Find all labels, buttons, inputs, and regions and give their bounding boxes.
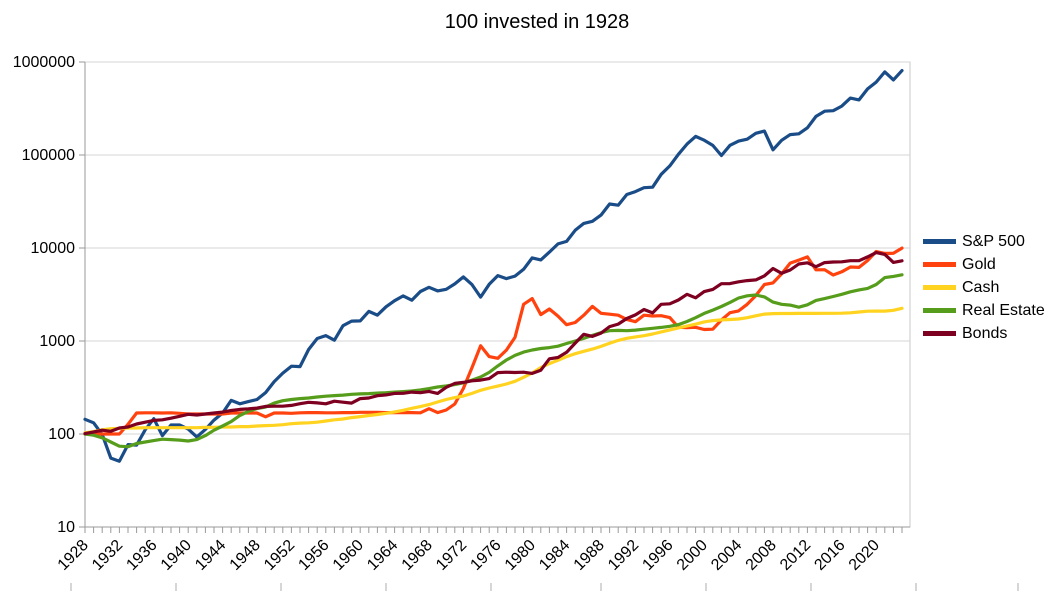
legend-item-real-estate: Real Estate: [923, 299, 1045, 322]
series-line-sp-500: [83, 68, 904, 463]
x-tick-label: 1992: [605, 537, 642, 574]
x-tick-label: 1996: [639, 537, 676, 574]
x-tick-label: 1952: [261, 537, 298, 574]
legend-item-bonds: Bonds: [923, 322, 1045, 345]
x-tick-label: 1972: [433, 537, 470, 574]
series-line-real-estate: [83, 273, 904, 449]
legend-label-gold: Gold: [962, 255, 996, 273]
series-line-gold: [83, 246, 904, 436]
x-tick-label: 1980: [502, 537, 539, 574]
x-tick-label: 1940: [158, 537, 195, 574]
legend-swatch-bonds: [923, 331, 956, 336]
x-tick-label: 2020: [846, 537, 883, 574]
legend-label-cash: Cash: [962, 278, 1000, 296]
x-tick-label: 2000: [674, 537, 711, 574]
y-tick-label: 10: [57, 519, 75, 536]
legend: S&P 500 Gold Cash Real Estate Bonds: [923, 230, 1045, 345]
legend-swatch-sp-500: [923, 239, 956, 244]
x-tick-label: 1964: [364, 537, 401, 574]
legend-label-bonds: Bonds: [962, 324, 1008, 342]
legend-item-cash: Cash: [923, 276, 1045, 299]
plot-border: [84, 61, 911, 528]
x-tick-label: 1944: [192, 537, 229, 574]
x-tick-label: 2008: [743, 537, 780, 574]
x-tick-label: 1936: [123, 537, 160, 574]
y-tick-label: 1000000: [13, 54, 75, 71]
legend-swatch-cash: [923, 285, 956, 290]
y-tick-label: 100: [48, 426, 75, 443]
chart-title: 100 invested in 1928: [444, 11, 630, 33]
series-line-bonds: [83, 251, 904, 436]
x-tick-label: 1984: [536, 537, 573, 574]
x-tick-label: 2016: [811, 537, 848, 574]
x-tick-label: 1976: [467, 537, 504, 574]
x-tick-label: 1928: [55, 537, 92, 574]
y-tick-label: 100000: [22, 147, 75, 164]
legend-swatch-real-estate: [923, 308, 956, 313]
y-tick-label: 10000: [31, 240, 76, 257]
legend-label-sp-500: S&P 500: [962, 232, 1025, 250]
x-tick-label: 2004: [708, 537, 745, 574]
x-tick-label: 1988: [571, 537, 608, 574]
legend-item-sp-500: S&P 500: [923, 230, 1045, 253]
legend-item-gold: Gold: [923, 253, 1045, 276]
legend-swatch-gold: [923, 262, 956, 267]
y-tick-label: 1000: [39, 333, 75, 350]
x-tick-label: 1956: [295, 537, 332, 574]
x-tick-label: 1932: [89, 537, 126, 574]
x-tick-label: 1968: [399, 537, 436, 574]
x-tick-label: 1960: [330, 537, 367, 574]
x-tick-label: 2012: [777, 537, 814, 574]
legend-label-real-estate: Real Estate: [962, 301, 1045, 319]
x-tick-label: 1948: [227, 537, 264, 574]
